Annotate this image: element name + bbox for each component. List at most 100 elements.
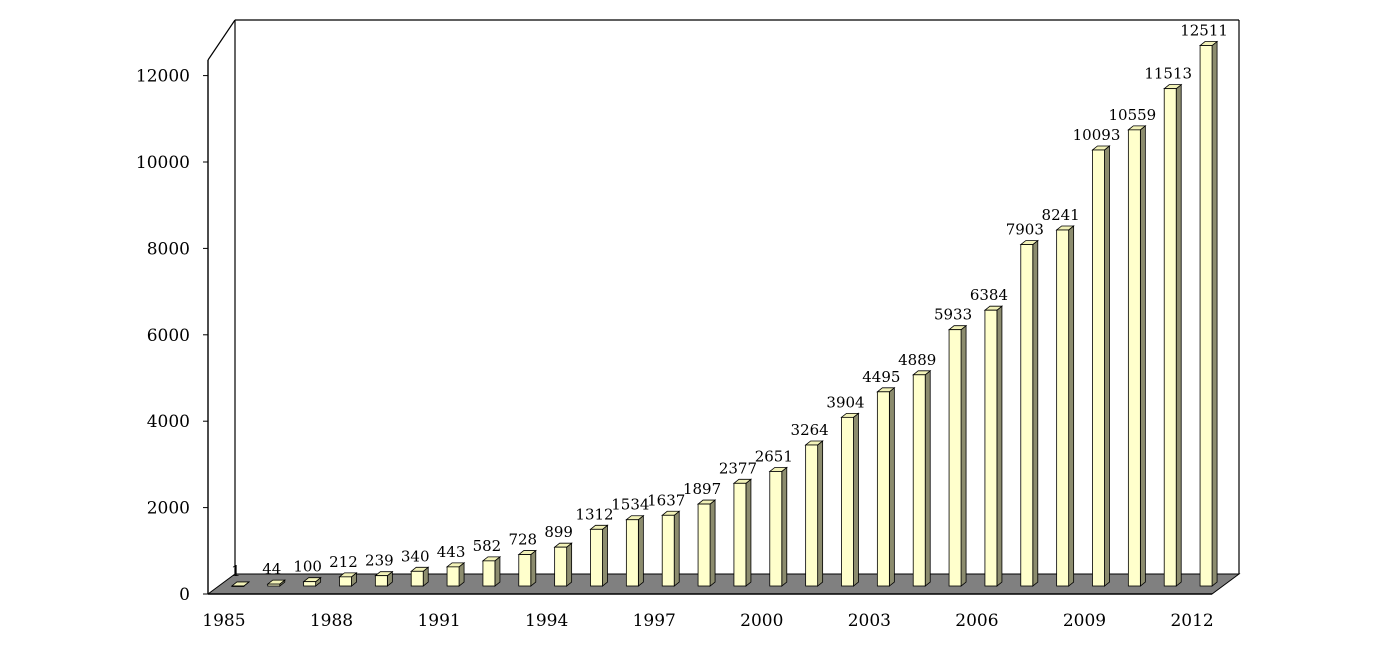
- bar-front-face: [303, 581, 317, 587]
- bar-1986: [266, 579, 286, 587]
- bar-front-face: [1199, 45, 1213, 587]
- bar-1997: [661, 510, 681, 587]
- data-labels: 1 44 100 212 239 340 443 582 728 8991312153416371…: [231, 22, 1228, 580]
- bar-front-face: [876, 391, 890, 587]
- data-label: 3904: [826, 393, 864, 411]
- x-tick-label: 1991: [417, 611, 460, 631]
- chart-axes: [207, 60, 1212, 595]
- bar-front-face: [1020, 244, 1034, 587]
- bar-2003: [876, 386, 896, 587]
- bar-1999: [732, 478, 753, 587]
- bar-side-face: [888, 386, 895, 587]
- bar-1989: [374, 570, 394, 587]
- bar-side-face: [1175, 83, 1182, 587]
- bar-1990: [410, 566, 430, 587]
- bar-front-face: [733, 482, 747, 587]
- data-label: 1: [231, 562, 241, 580]
- bar-1992: [481, 556, 502, 587]
- data-label: 8241: [1042, 206, 1080, 224]
- chart-floor: [206, 573, 1241, 595]
- bar-side-face: [1211, 40, 1218, 587]
- bar-2002: [840, 412, 860, 587]
- bar-front-face: [661, 514, 675, 587]
- bar-front-face: [1092, 149, 1105, 587]
- bar-front-face: [339, 576, 352, 587]
- bar-side-face: [1139, 125, 1146, 587]
- bar-side-face: [637, 514, 644, 587]
- y-tick-label: 4000: [147, 412, 190, 432]
- x-tick-label: 2003: [848, 611, 891, 631]
- data-label: 1312: [575, 505, 613, 523]
- data-label: 582: [473, 537, 502, 555]
- bar-side-face: [602, 524, 608, 587]
- bar-front-face: [697, 503, 711, 587]
- bar-1998: [696, 499, 717, 587]
- bar-front-face: [912, 374, 926, 587]
- y-tick-label: 12000: [136, 67, 190, 87]
- data-label: 2651: [755, 447, 793, 465]
- bar-front-face: [482, 560, 496, 587]
- bar-side-face: [673, 510, 680, 587]
- bar-2006: [983, 305, 1004, 587]
- bar-side-face: [817, 440, 824, 587]
- y-tick-label: 8000: [147, 239, 190, 259]
- bar-2000: [768, 466, 788, 587]
- x-tick-label: 1985: [202, 611, 245, 631]
- bar-1987: [302, 576, 322, 587]
- bar-side-face: [1068, 225, 1075, 587]
- bar-front-face: [841, 416, 854, 587]
- bar-side-face: [853, 412, 859, 587]
- bar-2008: [1055, 225, 1075, 587]
- y-axis-ticks: 0 2000 4000 6000 8000 10000 12000: [136, 67, 208, 605]
- data-label: 728: [508, 531, 537, 549]
- bar-side-face: [709, 499, 716, 587]
- data-label: 6384: [970, 286, 1008, 304]
- bar-1991: [445, 562, 466, 587]
- data-label: 212: [329, 553, 358, 571]
- bar-side-face: [566, 542, 573, 587]
- bar-series: [230, 40, 1219, 587]
- bar-side-face: [996, 305, 1003, 587]
- x-tick-label: 2006: [955, 611, 998, 631]
- bar-front-face: [267, 583, 281, 587]
- x-tick-label: 2009: [1063, 611, 1106, 631]
- bar-front-face: [374, 575, 388, 587]
- bar-2005: [947, 324, 968, 587]
- bar-front-face: [590, 528, 603, 587]
- bar-front-face: [769, 471, 783, 587]
- x-axis-ticks: 1985 1988 1991 1994 1997 2000 2003 2006 2009 2012: [202, 611, 1213, 631]
- bar-front-face: [805, 444, 819, 587]
- bar-2012: [1198, 40, 1219, 587]
- x-tick-label: 1994: [525, 611, 568, 631]
- bar-2007: [1019, 239, 1039, 587]
- bar-1996: [625, 514, 645, 587]
- data-label: 443: [437, 543, 466, 561]
- bar-2011: [1163, 83, 1183, 587]
- data-label: 899: [544, 523, 573, 541]
- bar-side-face: [781, 466, 788, 587]
- bar-front-face: [410, 570, 424, 587]
- bar-front-face: [1127, 129, 1141, 587]
- bar-1988: [338, 572, 358, 587]
- chart-walls: [207, 19, 1240, 574]
- side-wall-top-edge: [207, 19, 236, 61]
- bar-front-face: [625, 519, 639, 587]
- data-label: 11513: [1144, 65, 1192, 83]
- data-label: 3264: [791, 421, 829, 439]
- bar-1985: [230, 581, 251, 587]
- data-label: 10093: [1073, 126, 1121, 144]
- bar-front-face: [1163, 88, 1177, 587]
- data-label: 1897: [683, 480, 721, 498]
- bar-front-face: [948, 329, 962, 587]
- bar-1993: [517, 549, 537, 587]
- data-label: 4889: [898, 351, 936, 369]
- data-label: 44: [262, 560, 281, 578]
- chart-floor-plane: [206, 573, 1241, 595]
- bar-1994: [553, 542, 573, 587]
- bar-2010: [1127, 125, 1147, 587]
- data-label: 4495: [862, 368, 900, 386]
- data-label: 100: [293, 558, 322, 576]
- bar-front-face: [984, 309, 998, 587]
- data-label: 1637: [647, 491, 685, 509]
